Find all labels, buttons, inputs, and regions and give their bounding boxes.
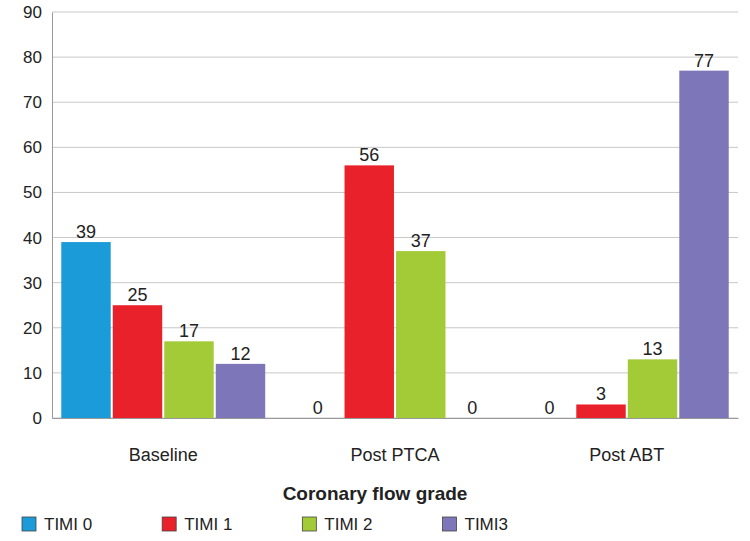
data-label: 56 xyxy=(359,145,379,165)
y-tick: 40 xyxy=(23,228,52,247)
y-tick-label: 20 xyxy=(23,319,42,338)
y-tick-label: 60 xyxy=(23,138,42,157)
y-tick-label: 0 xyxy=(33,409,42,428)
legend-item: TIMI 0 xyxy=(22,515,92,534)
grid-line xyxy=(52,192,738,193)
data-label: 25 xyxy=(127,285,147,305)
y-tick: 30 xyxy=(23,274,52,293)
data-label: 12 xyxy=(230,344,250,364)
x-tick-label: Post ABT xyxy=(589,445,664,465)
legend-label: TIMI3 xyxy=(465,515,508,534)
grid-line xyxy=(52,237,738,238)
y-tick: 60 xyxy=(23,138,52,157)
data-label: 3 xyxy=(596,384,606,404)
y-axis: 0 10 20 30 40 50 60 70 80 90 xyxy=(23,3,52,428)
y-tick-label: 30 xyxy=(23,274,42,293)
legend-swatch xyxy=(443,517,457,531)
x-tick: Post PTCA xyxy=(350,418,439,465)
legend-swatch xyxy=(302,517,316,531)
y-axis-line xyxy=(52,13,53,419)
y-tick-label: 80 xyxy=(23,48,42,67)
y-tick: 50 xyxy=(23,183,52,202)
legend-swatch xyxy=(22,517,36,531)
bar xyxy=(216,364,265,418)
x-axis-line xyxy=(53,418,739,419)
y-tick: 70 xyxy=(23,93,52,112)
legend-label: TIMI 1 xyxy=(184,515,232,534)
y-tick: 90 xyxy=(23,3,52,22)
grid-line xyxy=(52,57,738,58)
y-tick: 20 xyxy=(23,319,52,338)
data-label: 0 xyxy=(313,398,323,418)
y-tick-label: 10 xyxy=(23,364,42,383)
x-tick-label: Post PTCA xyxy=(350,445,439,465)
data-label: 17 xyxy=(179,321,199,341)
y-tick: 0 xyxy=(33,409,52,428)
bar xyxy=(396,251,445,418)
legend-swatch xyxy=(162,517,176,531)
legend-label: TIMI 2 xyxy=(324,515,372,534)
y-tick-label: 70 xyxy=(23,93,42,112)
x-tick-label: Baseline xyxy=(129,445,198,465)
legend-item: TIMI 2 xyxy=(302,515,372,534)
legend-label: TIMI 0 xyxy=(44,515,92,534)
bar xyxy=(628,359,677,418)
bar xyxy=(679,71,728,418)
chart: 0102030405060708090BaselinePost PTCAPost… xyxy=(0,0,750,541)
grid-line xyxy=(52,12,738,13)
bar xyxy=(345,165,394,418)
data-label: 0 xyxy=(467,398,477,418)
grid-line xyxy=(52,147,738,148)
y-tick-label: 40 xyxy=(23,228,42,247)
x-tick: Post ABT xyxy=(589,418,664,465)
data-label: 39 xyxy=(76,222,96,242)
data-label: 77 xyxy=(694,51,714,71)
legend-item: TIMI 1 xyxy=(162,515,232,534)
legend-item: TIMI3 xyxy=(443,515,508,534)
y-tick-label: 90 xyxy=(23,3,42,22)
bar xyxy=(61,242,110,418)
x-axis-title: Coronary flow grade xyxy=(283,483,468,504)
x-axis: Baseline Post PTCA Post ABT xyxy=(53,418,739,465)
bar xyxy=(164,341,213,418)
y-tick-label: 50 xyxy=(23,183,42,202)
grid xyxy=(52,12,738,418)
data-labels: 39 0 0 25 56 3 17 37 13 12 0 77 xyxy=(76,51,714,418)
bars xyxy=(61,71,728,418)
data-label: 13 xyxy=(642,339,662,359)
bar xyxy=(113,305,162,418)
data-label: 0 xyxy=(544,398,554,418)
y-tick: 10 xyxy=(23,364,52,383)
y-tick: 80 xyxy=(23,48,52,67)
x-tick: Baseline xyxy=(129,418,198,465)
plot: 0102030405060708090BaselinePost PTCAPost… xyxy=(23,3,738,465)
grid-line xyxy=(52,102,738,103)
data-label: 37 xyxy=(411,231,431,251)
legend: TIMI 0 TIMI 1 TIMI 2 TIMI3 xyxy=(22,515,508,534)
bar xyxy=(576,404,625,418)
grid-line xyxy=(52,282,738,283)
